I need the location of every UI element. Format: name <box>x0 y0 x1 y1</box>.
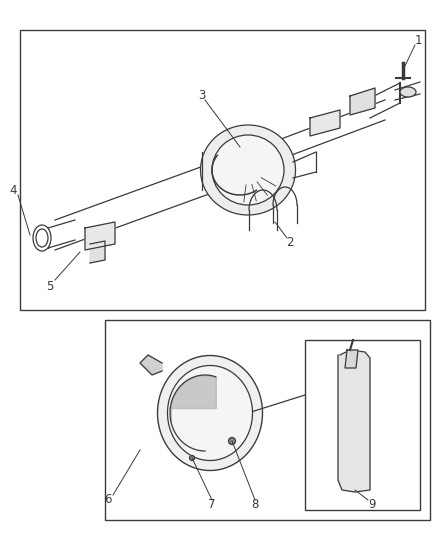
Text: 4: 4 <box>9 183 17 197</box>
Polygon shape <box>85 222 115 250</box>
Polygon shape <box>344 350 357 368</box>
Ellipse shape <box>33 225 51 251</box>
Text: 7: 7 <box>208 498 215 512</box>
Polygon shape <box>349 88 374 115</box>
Polygon shape <box>90 241 105 263</box>
Ellipse shape <box>157 356 262 471</box>
Ellipse shape <box>167 366 252 461</box>
Text: 2: 2 <box>286 236 293 248</box>
Text: 6: 6 <box>104 494 112 506</box>
Text: 3: 3 <box>198 88 205 101</box>
Ellipse shape <box>228 438 235 445</box>
Bar <box>304 340 419 510</box>
Text: 5: 5 <box>46 280 53 294</box>
Ellipse shape <box>399 87 415 97</box>
Text: 9: 9 <box>367 498 375 512</box>
Ellipse shape <box>36 229 48 247</box>
Bar <box>105 320 429 520</box>
Polygon shape <box>337 350 369 492</box>
Polygon shape <box>140 355 162 375</box>
Polygon shape <box>309 110 339 136</box>
Text: 8: 8 <box>251 498 258 512</box>
Ellipse shape <box>212 135 283 205</box>
Ellipse shape <box>189 456 194 461</box>
Bar <box>20 30 424 310</box>
Ellipse shape <box>200 125 295 215</box>
Text: 1: 1 <box>413 34 421 46</box>
